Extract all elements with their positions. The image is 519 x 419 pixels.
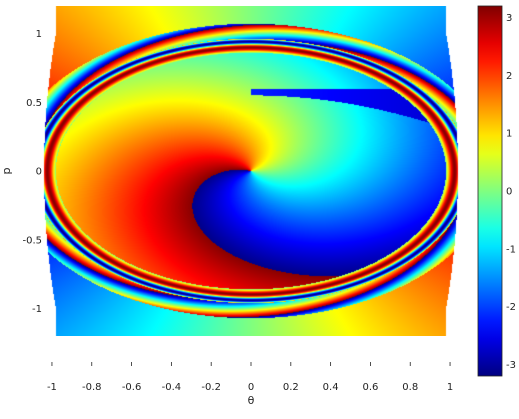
colorbar-tick-label: 3 [506, 13, 512, 24]
colorbar-tick-label: 2 [506, 71, 512, 82]
x-tick-label: 0 [248, 382, 254, 393]
y-tick-label: 0 [36, 167, 42, 178]
x-tick-label: 1 [447, 382, 453, 393]
colorbar-tick-label: -2 [506, 302, 516, 313]
x-tick-label: -0.4 [162, 382, 182, 393]
y-tick-label: -0.5 [22, 235, 42, 246]
y-axis-ticks: 1 0.5 0 -0.5 -1 [22, 29, 42, 315]
heatmap-canvas [42, 6, 460, 336]
colorbar-tick-label: 1 [506, 129, 512, 140]
x-tick-label: -0.2 [201, 382, 221, 393]
x-tick-label: -0.6 [122, 382, 142, 393]
x-tick-label: -0.8 [82, 382, 102, 393]
x-tick-label: 0.4 [323, 382, 339, 393]
x-tick-label: 0.2 [283, 382, 299, 393]
y-tick-label: 1 [36, 29, 42, 40]
x-tick-label: 0.6 [362, 382, 378, 393]
colorbar [477, 5, 503, 377]
y-tick-label: -1 [32, 304, 42, 315]
colorbar-tick-label: -1 [506, 244, 516, 255]
colorbar-tick-label: -3 [506, 360, 516, 371]
x-tick-label: -1 [47, 382, 57, 393]
y-tick-label: 0.5 [26, 98, 42, 109]
y-axis-label: p [0, 167, 13, 174]
x-tick-label: 0.8 [402, 382, 418, 393]
x-axis-label: θ [248, 394, 255, 407]
x-axis-ticks: -1 -0.8 -0.6 -0.4 -0.2 0 0.2 0.4 0.6 0.8 1 [47, 362, 453, 393]
colorbar-tick-label: 0 [506, 187, 512, 198]
